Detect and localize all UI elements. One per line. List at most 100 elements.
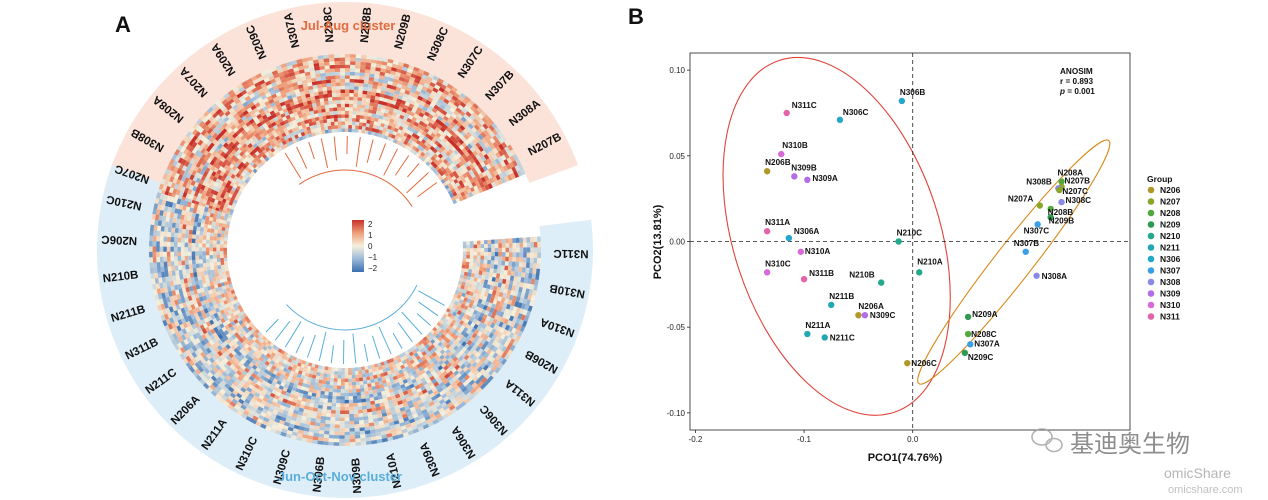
- heatmap-cell: [287, 385, 293, 391]
- heatmap-cell: [167, 260, 172, 267]
- heatmap-cell: [163, 266, 169, 272]
- heatmap-cell: [356, 399, 362, 403]
- scatter-point: [791, 173, 798, 180]
- heatmap-cell: [170, 265, 176, 272]
- heatmap-cell: [385, 367, 391, 372]
- heatmap-cell: [294, 73, 302, 79]
- heatmap-cell: [221, 267, 226, 272]
- heatmap-cell: [208, 220, 213, 225]
- heatmap-cell: [229, 92, 237, 99]
- heatmap-cell: [474, 306, 480, 312]
- heatmap-cell: [369, 73, 376, 78]
- heatmap-cell: [479, 312, 485, 319]
- heatmap-cell: [292, 119, 298, 125]
- heatmap-cell: [486, 139, 493, 147]
- heatmap-cell: [480, 137, 487, 145]
- heatmap-cell: [382, 382, 388, 388]
- heatmap-cell: [318, 379, 323, 384]
- heatmap-cell: [416, 71, 424, 78]
- heatmap-cell: [282, 386, 288, 392]
- heatmap-cell: [180, 175, 187, 182]
- heatmap-cell: [491, 122, 498, 130]
- heatmap-cell: [394, 105, 400, 110]
- heatmap-cell: [348, 128, 353, 133]
- dendrogram-arc: [286, 284, 418, 331]
- heatmap-cell: [481, 143, 488, 151]
- heatmap-cell: [354, 75, 361, 80]
- heatmap-cell: [200, 274, 206, 280]
- heatmap-cell: [401, 119, 407, 125]
- heatmap-cell: [463, 271, 469, 277]
- heatmap-cell: [219, 247, 224, 252]
- heatmap-cell: [277, 83, 284, 89]
- heatmap-cell: [223, 277, 228, 283]
- heatmap-cell: [191, 212, 197, 218]
- heatmap-cell: [482, 267, 487, 273]
- heatmap-cell: [505, 163, 512, 171]
- heatmap-cell: [467, 108, 475, 115]
- heatmap-cell: [344, 121, 349, 125]
- heatmap-cell: [290, 75, 297, 81]
- heatmap-cell: [174, 172, 180, 180]
- heatmap-cell: [287, 83, 294, 89]
- heatmap-cell: [362, 416, 369, 421]
- heatmap-cell: [379, 93, 386, 98]
- heatmap-cell: [214, 209, 219, 215]
- heatmap-cell: [410, 73, 418, 79]
- heatmap-cell: [328, 438, 335, 443]
- heatmap-cell: [376, 107, 382, 112]
- heatmap-cell: [483, 153, 490, 161]
- heatmap-cell: [318, 397, 324, 402]
- heatmap-cell: [469, 251, 474, 256]
- dendrogram-branch: [418, 301, 439, 317]
- heatmap-cell: [255, 84, 263, 91]
- point-label: N307B: [1014, 239, 1040, 248]
- heatmap-cell: [506, 157, 513, 165]
- heatmap-cell: [374, 99, 380, 104]
- heatmap-cell: [209, 239, 214, 244]
- heatmap-cell: [177, 184, 183, 191]
- scatter-point: [785, 234, 793, 242]
- heatmap-cell: [306, 126, 311, 131]
- heatmap-cell: [163, 246, 167, 252]
- heatmap-cell: [481, 308, 487, 315]
- heatmap-cell: [369, 120, 375, 125]
- heatmap-cell: [177, 241, 182, 247]
- heatmap-cell: [212, 280, 218, 285]
- heatmap-cell: [198, 188, 204, 195]
- legend-swatch: [1147, 186, 1155, 194]
- heatmap-cell: [490, 281, 496, 287]
- heatmap-cell: [486, 263, 491, 269]
- heatmap-cell: [304, 372, 310, 378]
- heatmap-cell: [492, 154, 499, 161]
- heatmap-cell: [313, 62, 320, 68]
- heatmap-cell: [359, 427, 365, 432]
- heatmap-cell: [213, 198, 219, 205]
- heatmap-cell: [179, 146, 187, 153]
- heatmap-cell: [402, 390, 409, 396]
- heatmap-cell: [281, 378, 287, 384]
- heatmap-cell: [344, 385, 349, 390]
- heatmap-cell: [198, 254, 203, 260]
- heatmap-cell: [477, 157, 484, 164]
- heatmap-cell: [228, 293, 234, 299]
- heatmap-cell: [293, 391, 300, 397]
- heatmap-cell: [418, 80, 426, 87]
- heatmap-cell: [203, 149, 210, 156]
- heatmap-cell: [307, 103, 314, 109]
- heatmap-cell: [180, 158, 187, 166]
- jun-oct-nov-halo: [96, 165, 593, 498]
- heatmap-cell: [307, 118, 313, 123]
- heatmap-cell: [319, 97, 325, 103]
- heatmap-cell: [357, 402, 363, 407]
- heatmap-cell: [341, 121, 346, 125]
- heatmap-cell: [387, 58, 395, 64]
- heatmap-cell: [211, 272, 216, 278]
- heatmap-cell: [205, 167, 211, 174]
- heatmap-cell: [493, 285, 498, 292]
- heatmap-cell: [504, 169, 511, 177]
- heatmap-cell: [275, 64, 283, 71]
- heatmap-cell: [355, 64, 361, 69]
- heatmap-cell: [282, 375, 289, 381]
- heatmap-cell: [407, 106, 414, 112]
